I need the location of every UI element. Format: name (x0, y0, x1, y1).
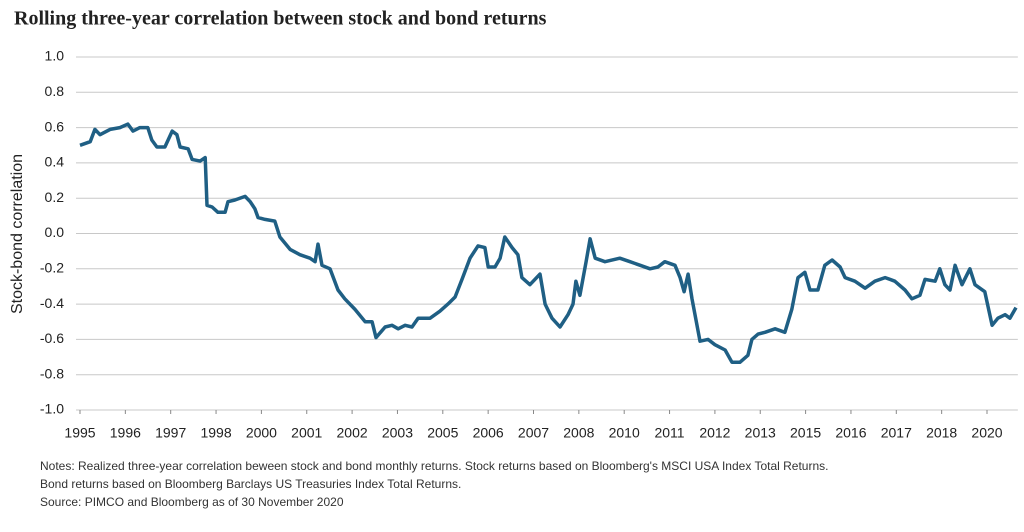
line-series (79, 122, 1018, 365)
x-tick-label: 2013 (745, 425, 776, 441)
x-tick-label: 2003 (382, 425, 413, 441)
x-tick-label: 2002 (337, 425, 368, 441)
y-tick-label: 0.2 (45, 189, 65, 205)
y-tick-label: -0.8 (40, 365, 64, 381)
y-tick-label: -0.2 (40, 260, 64, 276)
y-tick-label: 1.0 (45, 48, 65, 64)
x-tick-label: 2007 (518, 425, 549, 441)
x-tick-label: 1996 (110, 425, 141, 441)
chart-title: Rolling three-year correlation between s… (14, 8, 547, 30)
y-tick-label: -1.0 (40, 401, 64, 417)
note: Bond returns based on Bloomberg Barclays… (40, 477, 461, 491)
y-tick-label: 0.8 (45, 83, 65, 99)
x-tick-label: 1995 (64, 425, 95, 441)
x-tick-label: 2017 (881, 425, 912, 441)
note: Notes: Realized three-year correlation b… (40, 459, 828, 473)
x-tick-label: 2006 (473, 425, 504, 441)
y-tick-label: -0.4 (40, 295, 64, 311)
y-tick-label: 0.0 (45, 224, 65, 240)
y-tick-label: 0.4 (45, 154, 65, 170)
x-tick-label: 2005 (427, 425, 458, 441)
y-tick-label: 0.6 (45, 118, 65, 134)
x-tick-label: 2011 (654, 425, 684, 441)
x-tick-label: 2016 (835, 425, 866, 441)
x-tick-label: 2018 (926, 425, 957, 441)
y-tick-label: -0.6 (40, 330, 64, 346)
x-tick-label: 2015 (790, 425, 821, 441)
x-tick-label: 2010 (609, 425, 640, 441)
x-tick-label: 2001 (291, 425, 322, 441)
note: Source: PIMCO and Bloomberg as of 30 Nov… (40, 495, 344, 509)
x-tick-label: 1998 (200, 425, 231, 441)
x-tick-label: 2012 (699, 425, 730, 441)
y-axis-label: Stock-bond correlation (9, 154, 26, 314)
x-tick-label: 2000 (246, 425, 277, 441)
x-tick-label: 2020 (971, 425, 1002, 441)
x-tick-label: 2008 (563, 425, 594, 441)
x-tick-label: 1997 (155, 425, 186, 441)
